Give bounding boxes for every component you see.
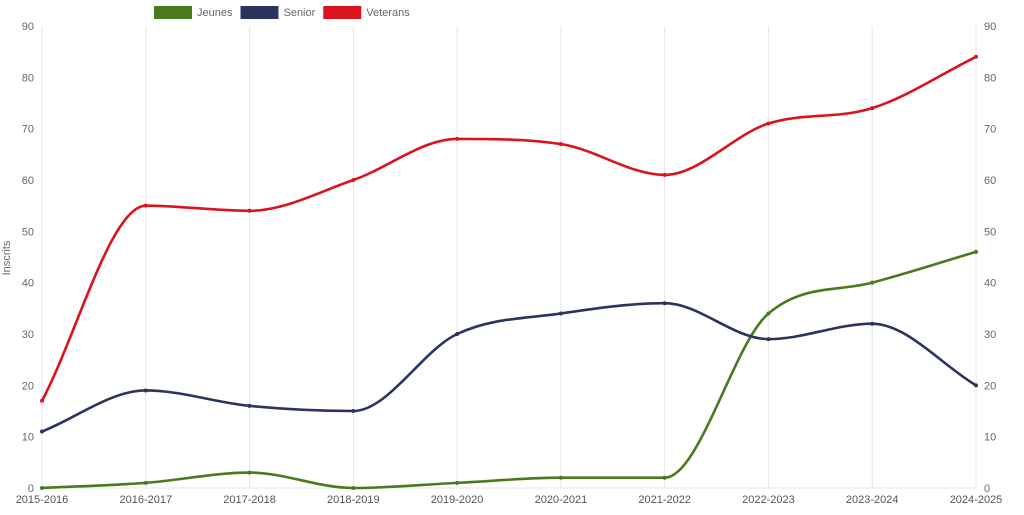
data-point[interactable] — [870, 280, 875, 285]
data-point[interactable] — [143, 388, 148, 393]
data-point[interactable] — [351, 486, 356, 490]
data-point[interactable] — [870, 106, 875, 111]
y-tick-label: 20 — [22, 380, 34, 392]
series-line — [40, 301, 978, 433]
legend-swatch — [323, 6, 362, 19]
data-point[interactable] — [247, 208, 252, 213]
y-axis-right: 0 10 20 30 40 50 60 70 80 90 — [984, 21, 996, 495]
data-point[interactable] — [40, 486, 44, 490]
data-point[interactable] — [974, 54, 978, 59]
y-axis-left: 0 10 20 30 40 50 60 70 80 90 — [22, 21, 34, 495]
data-point[interactable] — [247, 470, 252, 475]
x-tick-label: 2017-2018 — [223, 494, 276, 506]
y2-tick-label: 60 — [984, 175, 996, 187]
y-tick-label: 30 — [22, 329, 34, 341]
data-point[interactable] — [662, 172, 667, 177]
y-tick-label: 90 — [22, 21, 34, 33]
series-line — [40, 55, 978, 403]
data-point[interactable] — [766, 121, 771, 126]
data-point[interactable] — [766, 337, 771, 342]
grid — [41, 26, 977, 488]
data-point[interactable] — [974, 249, 978, 254]
x-tick-label: 2015-2016 — [16, 494, 69, 506]
data-point[interactable] — [143, 480, 148, 485]
y-tick-label: 40 — [22, 278, 34, 290]
x-tick-label: 2020-2021 — [535, 494, 588, 506]
y2-tick-label: 40 — [984, 278, 996, 290]
y-tick-label: 10 — [22, 432, 34, 444]
series-group — [40, 54, 978, 490]
legend: Jeunes Senior Veterans — [154, 6, 410, 19]
x-tick-label: 2019-2020 — [431, 494, 484, 506]
y-tick-label: 60 — [22, 175, 34, 187]
data-point[interactable] — [974, 383, 978, 388]
data-point[interactable] — [558, 475, 563, 480]
data-point[interactable] — [558, 311, 563, 316]
data-point[interactable] — [870, 321, 875, 326]
data-point[interactable] — [351, 409, 356, 413]
legend-item[interactable]: Jeunes — [154, 6, 233, 19]
y-axis-label: Inscrits — [1, 240, 13, 275]
y2-tick-label: 0 — [984, 483, 990, 495]
y-tick-label: 0 — [28, 483, 34, 495]
y2-tick-label: 70 — [984, 124, 996, 136]
data-point[interactable] — [40, 429, 44, 434]
legend-swatch — [154, 6, 192, 19]
series-veterans — [40, 54, 978, 403]
data-point[interactable] — [40, 398, 44, 403]
y2-tick-label: 50 — [984, 226, 996, 238]
legend-item[interactable]: Senior — [240, 6, 316, 19]
series-senior — [40, 301, 978, 434]
data-point[interactable] — [143, 203, 148, 208]
y2-tick-label: 20 — [984, 380, 996, 392]
data-point[interactable] — [662, 475, 667, 480]
y-tick-label: 80 — [22, 72, 34, 84]
legend-swatch — [240, 6, 279, 19]
data-point[interactable] — [455, 480, 460, 485]
x-tick-label: 2024-2025 — [950, 494, 1003, 506]
data-point[interactable] — [455, 332, 460, 336]
data-point[interactable] — [558, 142, 563, 147]
data-point[interactable] — [455, 136, 460, 141]
data-point[interactable] — [766, 311, 771, 316]
y2-tick-label: 30 — [984, 329, 996, 341]
y-tick-label: 70 — [22, 124, 34, 136]
y2-tick-label: 80 — [984, 72, 996, 84]
data-point[interactable] — [351, 178, 356, 182]
x-tick-label: 2018-2019 — [327, 494, 380, 506]
x-axis: 2015-2016 2016-2017 2017-2018 2018-2019 2019… — [16, 487, 1003, 506]
data-point[interactable] — [662, 301, 667, 306]
x-tick-label: 2022-2023 — [742, 494, 795, 506]
y2-tick-label: 90 — [984, 21, 996, 33]
data-point[interactable] — [247, 403, 252, 408]
legend-label: Senior — [283, 7, 315, 19]
x-tick-label: 2023-2024 — [846, 494, 899, 506]
legend-label: Jeunes — [197, 7, 233, 19]
legend-label: Veterans — [366, 7, 410, 19]
x-tick-label: 2021-2022 — [638, 494, 691, 506]
x-tick-label: 2016-2017 — [119, 494, 172, 506]
y2-tick-label: 10 — [984, 432, 996, 444]
series-jeunes — [40, 249, 978, 490]
y-tick-label: 50 — [22, 226, 34, 238]
series-line — [40, 250, 978, 490]
legend-item[interactable]: Veterans — [323, 6, 410, 19]
